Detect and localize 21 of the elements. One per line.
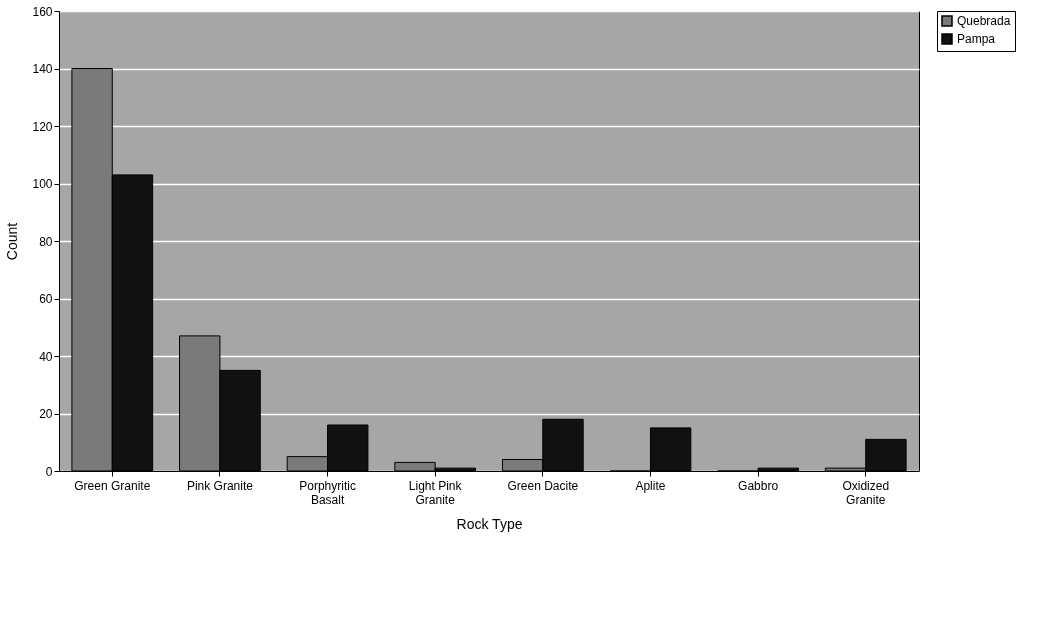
legend-label: Quebrada bbox=[957, 14, 1011, 28]
y-tick-label: 100 bbox=[32, 177, 53, 191]
y-tick-label: 0 bbox=[45, 464, 53, 479]
x-tick-label: Light Pink Granite bbox=[408, 478, 463, 507]
x-tick-label: Pink Granite bbox=[186, 478, 254, 493]
x-tick-label: Green Dacite bbox=[507, 478, 579, 493]
y-tick-label: 80 bbox=[39, 234, 53, 249]
x-tick-label: Green Granite bbox=[74, 478, 151, 493]
y-tick-label: 160 bbox=[32, 4, 53, 19]
y-tick-label: 60 bbox=[39, 292, 53, 306]
x-axis-title: Rock Type bbox=[456, 515, 523, 532]
y-tick-label: 120 bbox=[32, 119, 53, 134]
x-tick-label: Aplite bbox=[635, 478, 666, 493]
y-tick-label: 40 bbox=[39, 349, 53, 364]
y-tick-label: 20 bbox=[39, 407, 53, 421]
y-axis-title: Count bbox=[4, 222, 21, 261]
x-tick-label: Gabbro bbox=[738, 478, 779, 493]
legend-label: Pampa bbox=[957, 32, 996, 46]
x-tick-label: Oxidized Granite bbox=[842, 478, 890, 507]
y-tick-label: 140 bbox=[32, 62, 53, 76]
x-tick-label: Porphyritic Basalt bbox=[299, 478, 356, 507]
